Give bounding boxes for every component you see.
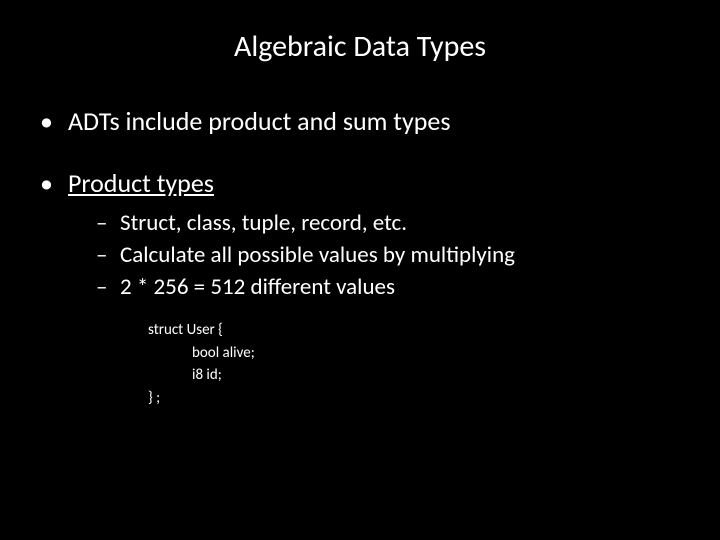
- sub-bullet-text: Calculate all possible values by multipl…: [120, 241, 515, 269]
- code-block: struct User { bool alive; i8 id; } ;: [148, 319, 690, 409]
- sub-bullet-text: 2 * 256 = 512 different values: [120, 273, 395, 301]
- bullet-item: Product types Struct, class, tuple, reco…: [40, 167, 690, 409]
- sub-bullet-item: Struct, class, tuple, record, etc.: [96, 209, 690, 237]
- code-line: i8 id;: [148, 364, 690, 387]
- slide-title: Algebraic Data Types: [30, 28, 690, 65]
- sub-bullet-list: Struct, class, tuple, record, etc. Calcu…: [68, 209, 690, 301]
- sub-bullet-item: 2 * 256 = 512 different values: [96, 273, 690, 301]
- sub-bullet-text: Struct, class, tuple, record, etc.: [120, 209, 407, 237]
- sub-bullet-item: Calculate all possible values by multipl…: [96, 241, 690, 269]
- bullet-item: ADTs include product and sum types: [40, 105, 690, 137]
- bullet-text: ADTs include product and sum types: [68, 105, 451, 137]
- code-line: } ;: [148, 387, 690, 410]
- code-line: bool alive;: [148, 342, 690, 365]
- code-line: struct User {: [148, 319, 690, 342]
- bullet-list: ADTs include product and sum types Produ…: [30, 105, 690, 409]
- bullet-text: Product types: [68, 167, 214, 199]
